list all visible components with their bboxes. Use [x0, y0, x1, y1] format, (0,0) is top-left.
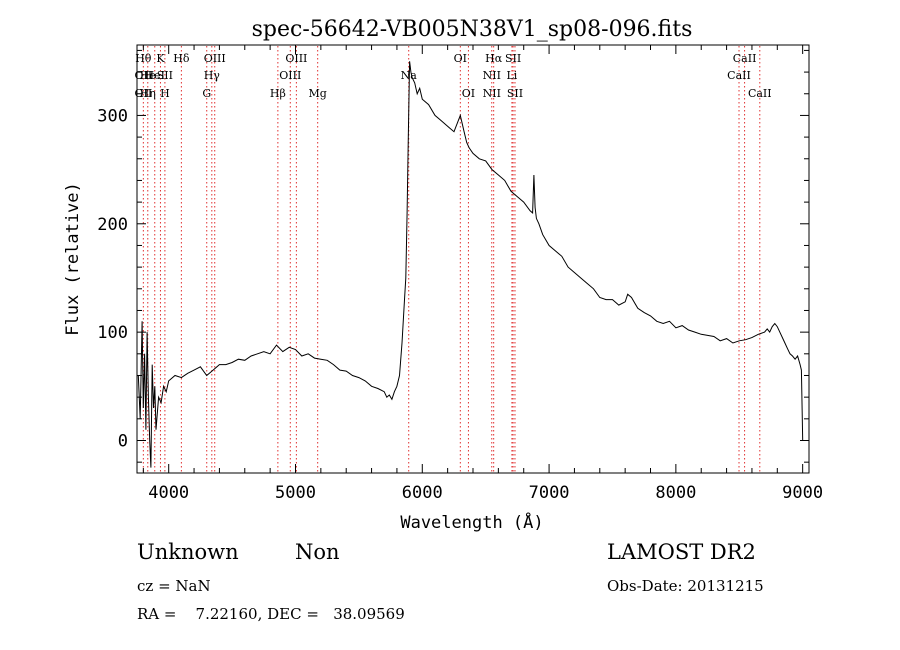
plot-frame: [136, 44, 810, 474]
line-label: Hη: [140, 87, 156, 100]
object-class: Unknown: [137, 540, 239, 564]
line-label: SII: [157, 69, 173, 82]
line-label: Hγ: [204, 69, 221, 82]
spectrum-line-0: [137, 61, 804, 468]
line-label: Hδ: [173, 52, 190, 65]
line-label: CaII: [733, 52, 757, 65]
line-label: HeI: [145, 69, 165, 82]
chart-title: spec-56642-VB005N38V1_sp08-096.fits: [252, 17, 693, 42]
line-label: OIII: [279, 69, 301, 82]
survey-name: LAMOST DR2: [607, 540, 756, 564]
line-label: Hθ: [135, 52, 152, 65]
line-label: Na: [401, 69, 418, 82]
line-label: OI: [454, 52, 467, 65]
y-tick-label: 300: [97, 106, 128, 126]
line-label: OIII: [204, 52, 226, 65]
y-axis-label: Flux (relative): [63, 182, 83, 336]
x-tick-label: 6000: [402, 483, 443, 503]
line-label: CaII: [748, 87, 772, 100]
line-label: G: [202, 87, 211, 100]
y-tick-label: 200: [97, 215, 128, 235]
line-markers: [142, 46, 761, 472]
line-label: He: [140, 69, 156, 82]
line-label: NII: [483, 87, 501, 100]
line-label: K: [156, 52, 165, 65]
line-label: Li: [507, 69, 518, 82]
x-axis-label: Wavelength (Å): [400, 511, 543, 533]
line-label: CaII: [727, 69, 751, 82]
x-tick-label: 4000: [148, 483, 189, 503]
line-label: SII: [507, 87, 523, 100]
line-label: Hα: [485, 52, 503, 65]
y-tick-label: 100: [97, 323, 128, 343]
line-labels: HθOIIOIIHeHηHeIKSIIHHδGHγOIIIHβOIIIOIIIM…: [134, 52, 771, 100]
redshift-cz: cz = NaN: [137, 577, 211, 595]
line-label: NII: [483, 69, 501, 82]
ra-dec-coordinates: RA = 7.22160, DEC = 38.09569: [137, 605, 405, 623]
line-label: OII: [134, 87, 152, 100]
axis-ticks: 4000 5000 6000 7000 8000 9000 0 100 200 300: [97, 45, 823, 503]
x-tick-label: 7000: [529, 483, 570, 503]
line-label: OII: [134, 69, 152, 82]
line-label: Hβ: [270, 87, 286, 100]
line-label: H: [160, 87, 170, 100]
x-tick-label: 5000: [275, 483, 316, 503]
line-label: Mg: [309, 87, 327, 100]
y-tick-label: 0: [118, 431, 128, 451]
x-tick-label: 8000: [655, 483, 696, 503]
series-group: [137, 61, 804, 468]
x-tick-label: 9000: [782, 483, 823, 503]
line-label: OIII: [285, 52, 307, 65]
line-label: OI: [462, 87, 475, 100]
observation-date: Obs-Date: 20131215: [607, 577, 764, 595]
object-subclass: Non: [295, 540, 340, 564]
line-label: SII: [505, 52, 521, 65]
